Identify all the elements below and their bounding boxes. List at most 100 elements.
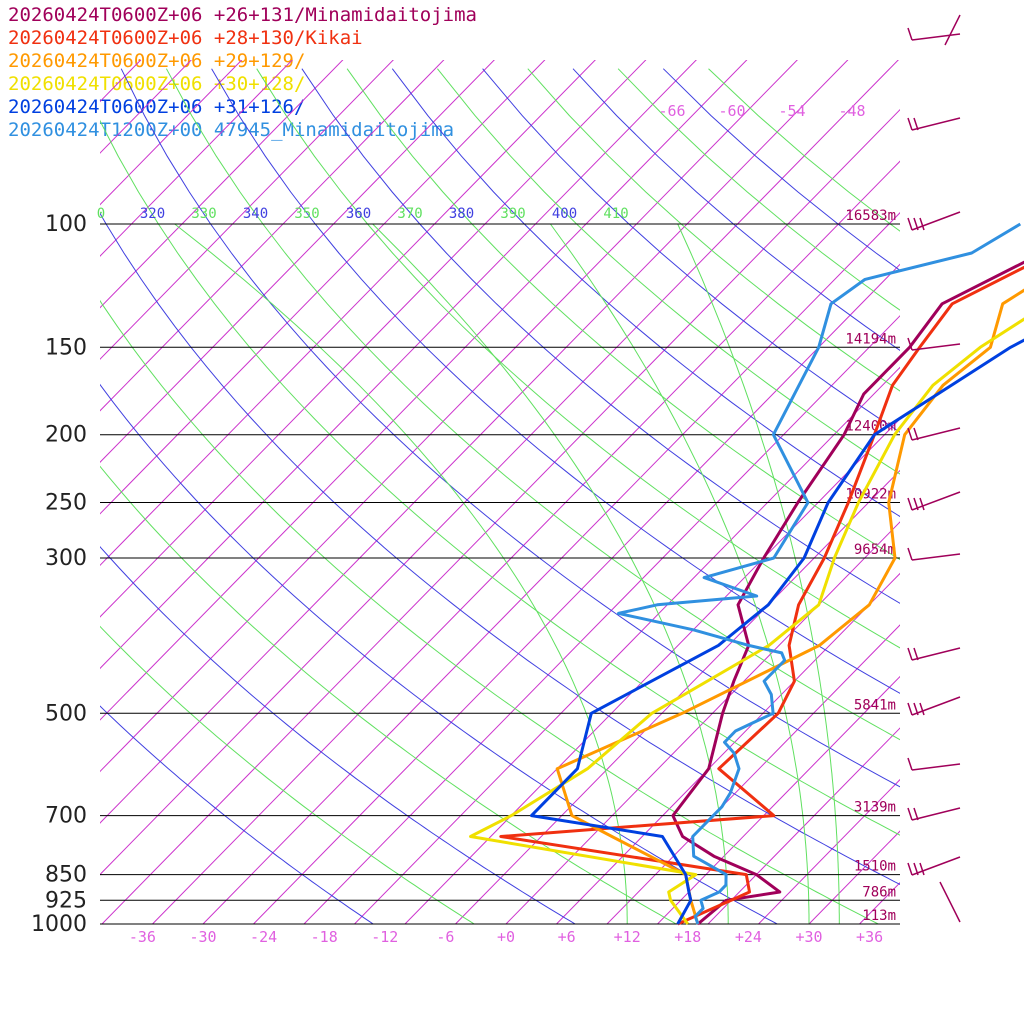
wind-barb	[907, 337, 961, 351]
wind-barb-shaft	[911, 856, 961, 876]
isotherm-line	[100, 60, 748, 721]
wind-barb-shaft	[911, 117, 961, 131]
wind-barb-feather	[913, 497, 919, 511]
sounding-traces	[469, 222, 1024, 926]
theta-label: 380	[449, 206, 474, 222]
isotherm-line	[707, 727, 900, 924]
isotherm-line	[100, 60, 495, 463]
isotherm-line	[100, 60, 849, 824]
dry-adiabat	[100, 383, 779, 924]
wind-barb-feather	[907, 807, 913, 821]
wind-barb-feather	[907, 862, 913, 876]
isotherm-line	[961, 13, 1024, 924]
x-tick-label: -30	[189, 928, 216, 946]
sounding-line	[530, 338, 1024, 925]
theta-label: 350	[294, 206, 319, 222]
x-tick-label: +24	[735, 928, 762, 946]
legend-item: 20260424T0600Z+06 +29+129/	[8, 50, 306, 72]
isotherm-line	[303, 315, 900, 924]
isotherm-line	[1011, 13, 1024, 924]
pressure-label: 1000	[31, 912, 87, 937]
x-tick-label: -12	[371, 928, 398, 946]
wind-barb-shaft	[911, 211, 961, 231]
height-label: 9654m	[854, 542, 896, 558]
wind-barb-feather	[907, 647, 913, 661]
wind-barb-feather	[907, 117, 913, 131]
dry-adiabat	[301, 68, 900, 604]
legend-item: 20260424T0600Z+06 +28+130/Kikai	[8, 27, 363, 49]
legend-item: 20260424T0600Z+06 +30+128/	[8, 73, 306, 95]
pressure-label: 925	[45, 888, 87, 913]
wind-barb-feather	[913, 807, 919, 821]
dry-adiabat	[100, 705, 375, 924]
wind-barb	[907, 547, 961, 561]
wind-barbs	[907, 14, 961, 923]
dry-adiabat	[100, 299, 880, 924]
pressure-label: 500	[45, 701, 87, 726]
height-label: 786m	[862, 884, 896, 900]
isotherm-line	[152, 160, 900, 924]
isotherm-line	[100, 60, 596, 567]
wind-barb-shaft	[911, 427, 961, 441]
x-tick-label: +18	[674, 928, 701, 946]
wind-barb-feather	[907, 337, 913, 351]
wind-barb-feather	[907, 217, 913, 231]
wind-barb-shaft	[911, 647, 961, 661]
wind-barb	[907, 491, 961, 511]
dry-adiabat	[346, 68, 900, 561]
wind-barb-shaft	[911, 343, 961, 351]
wind-barb-feather	[907, 702, 913, 716]
wind-barb-feather	[907, 427, 913, 441]
isotherm-line	[100, 60, 899, 876]
theta-label: 340	[243, 206, 268, 222]
isotherm-label: -60	[718, 102, 745, 120]
saturated-adiabat	[549, 223, 810, 924]
isotherm-label: -66	[658, 102, 685, 120]
wind-barb-feather	[907, 497, 913, 511]
x-tick-label: -6	[436, 928, 454, 946]
pressure-label: 300	[45, 546, 87, 571]
x-tick-label: -36	[129, 928, 156, 946]
isotherm-line	[100, 60, 344, 309]
isotherm-line	[910, 13, 1024, 924]
isotherm-line	[657, 675, 900, 924]
x-tick-label: +12	[614, 928, 641, 946]
isotherm-line	[100, 60, 546, 515]
height-label: 113m	[862, 908, 896, 924]
wind-barb-feather	[913, 702, 919, 716]
wind-barb-feather	[919, 862, 925, 876]
wind-barb	[907, 757, 961, 771]
dry-adiabat	[100, 546, 577, 924]
wind-barb	[907, 27, 961, 41]
theta-label: 410	[603, 206, 628, 222]
isotherm-label: -48	[838, 102, 865, 120]
x-tick-label: +30	[795, 928, 822, 946]
x-tick-label: -18	[311, 928, 338, 946]
wind-barb	[907, 647, 961, 661]
wind-barb	[907, 856, 961, 876]
isotherm-line	[100, 60, 243, 206]
wind-barb-feather	[919, 702, 925, 716]
theta-label: 320	[140, 206, 165, 222]
pressure-label: 200	[45, 423, 87, 448]
theta-label: 360	[346, 206, 371, 222]
theta-label: 370	[397, 206, 422, 222]
dry-adiabat	[120, 68, 900, 788]
height-label: 16583m	[845, 208, 896, 224]
isotherm-line	[0, 13, 35, 924]
sounding-line	[671, 260, 1024, 926]
wind-barb-feather	[913, 647, 919, 661]
wind-barb-feather	[913, 117, 919, 131]
pressure-label: 100	[45, 212, 87, 237]
isotherm-line	[859, 881, 900, 924]
isotherm-line	[100, 60, 192, 154]
pressure-label: 250	[45, 491, 87, 516]
isotherm-line	[101, 108, 900, 924]
height-label: 14194m	[845, 331, 896, 347]
x-tick-label: +36	[856, 928, 883, 946]
isotherm-line	[606, 624, 900, 924]
wind-barb-feather	[913, 217, 919, 231]
wind-barb-feather	[907, 757, 913, 771]
height-label: 1510m	[854, 859, 896, 875]
